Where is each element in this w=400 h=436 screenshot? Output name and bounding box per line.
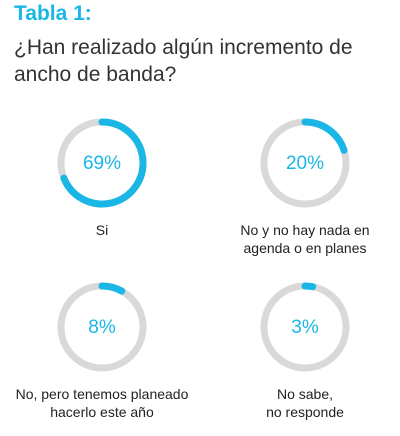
donut-arc: [301, 118, 348, 154]
value-label: 20%: [286, 153, 324, 174]
category-label: Si: [95, 222, 109, 238]
donut-arc: [60, 118, 147, 208]
chart-subtitle: ¿Han realizado algún incremento de ancho…: [14, 36, 353, 86]
donut-arc: [301, 282, 317, 291]
chart-title: Tabla 1:: [14, 2, 92, 25]
category-label: No sabe, no responde: [266, 386, 344, 420]
category-label: No y no hay nada en agenda o en planes: [240, 222, 370, 256]
category-label: No, pero tenemos planeado hacerlo este a…: [15, 386, 189, 420]
value-label: 8%: [88, 317, 116, 338]
value-label: 3%: [291, 317, 319, 338]
donut-arc: [98, 282, 126, 295]
value-label: 69%: [83, 153, 121, 174]
